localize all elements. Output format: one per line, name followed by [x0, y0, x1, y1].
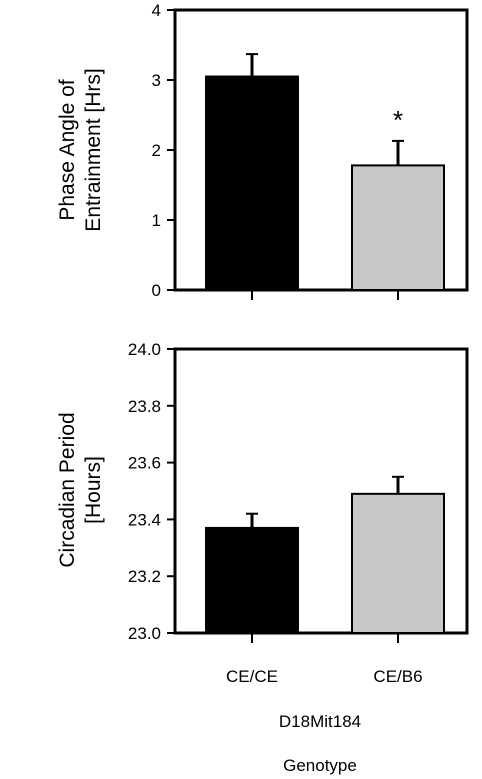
phase-angle-y-ticks: 0 1 2 3 4 [152, 1, 399, 300]
circadian-period-plot-frame [173, 347, 469, 635]
circadian-period-y-axis-title-line-2: [Hours] [82, 456, 105, 524]
phase-angle-chart: Phase Angle of Entrainment [Hrs] 0 1 2 3 4 * [56, 1, 469, 300]
phase-angle-y-tick-label: 0 [152, 281, 161, 300]
phase-angle-y-axis-title-line-1: Phase Angle of [56, 79, 79, 220]
circadian-period-y-tick-label: 23.6 [128, 454, 161, 473]
circadian-period-y-axis-title: Circadian Period [Hours] [56, 412, 105, 567]
circadian-period-y-axis-title-line-1: Circadian Period [56, 412, 79, 567]
x-tick-label-ce-b6: CE/B6 [373, 667, 422, 686]
phase-angle-y-tick-label: 1 [152, 211, 161, 230]
phase-angle-y-axis-title: Phase Angle of Entrainment [Hrs] [56, 68, 105, 231]
phase-angle-bars: * [205, 53, 445, 291]
circadian-period-y-ticks: 23.0 23.2 23.4 23.6 23.8 24.0 [128, 340, 399, 643]
phase-angle-y-axis-title-line-2: Entrainment [Hrs] [82, 68, 105, 231]
phase-angle-significance-marker-ce-b6: * [393, 105, 403, 135]
circadian-period-bar-ce-ce [205, 526, 299, 634]
x-axis-title: Genotype [283, 756, 357, 775]
circadian-period-y-tick-label: 23.2 [128, 567, 161, 586]
circadian-period-y-tick-label: 23.0 [128, 624, 161, 643]
x-tick-label-ce-ce: CE/CE [226, 667, 278, 686]
phase-angle-y-tick-label: 3 [152, 71, 161, 90]
circadian-period-y-tick-label: 23.4 [128, 510, 161, 529]
circadian-period-chart: Circadian Period [Hours] 23.023.223.423.… [56, 340, 469, 643]
phase-angle-y-tick-label: 4 [152, 1, 161, 20]
circadian-period-y-tick-label: 24.0 [128, 340, 161, 359]
phase-angle-y-tick-label: 2 [152, 141, 161, 160]
circadian-period-y-tick-label: 23.8 [128, 397, 161, 416]
phase-angle-bar-ce-b6 [351, 164, 445, 291]
locus-label: D18Mit184 [279, 712, 361, 731]
x-axis-labels: CE/CE CE/B6 D18Mit184 Genotype [226, 667, 423, 775]
circadian-period-bars [205, 475, 445, 634]
phase-angle-bar-ce-ce [205, 75, 299, 291]
circadian-period-bar-ce-b6 [351, 492, 445, 634]
